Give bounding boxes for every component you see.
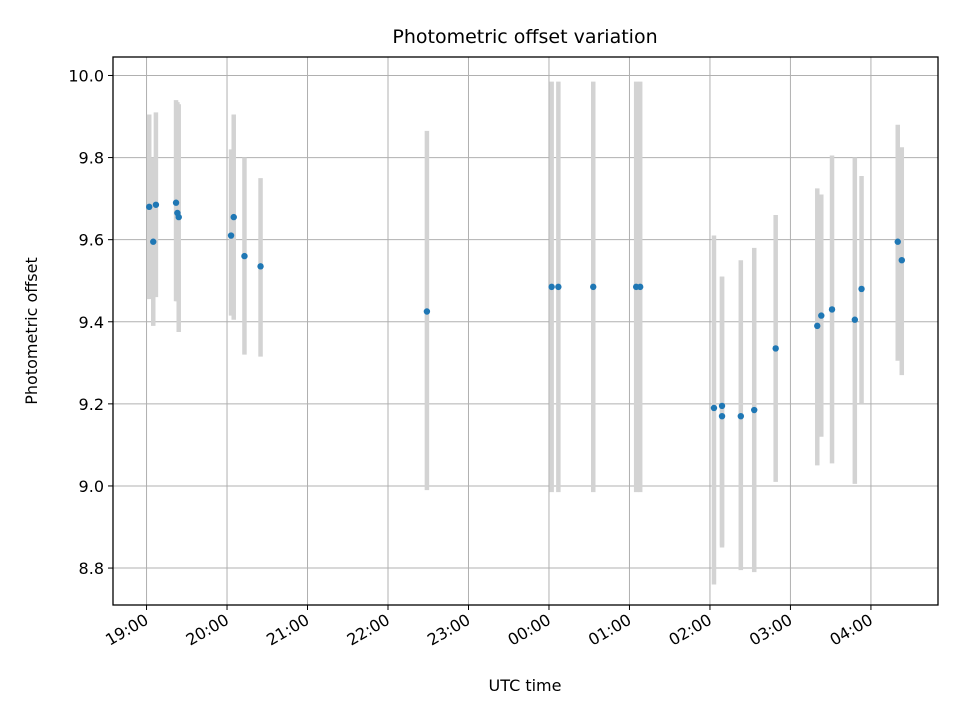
data-points bbox=[146, 199, 905, 420]
y-tick-label: 9.8 bbox=[79, 149, 104, 168]
data-point bbox=[555, 283, 562, 291]
data-point bbox=[590, 283, 597, 291]
data-point bbox=[230, 213, 237, 221]
y-tick-label: 9.0 bbox=[79, 477, 104, 496]
data-point bbox=[152, 201, 160, 208]
data-point bbox=[894, 238, 901, 245]
data-point bbox=[718, 402, 726, 410]
y-tick-label: 9.6 bbox=[79, 231, 104, 250]
data-point bbox=[257, 263, 264, 270]
data-point bbox=[636, 283, 644, 291]
data-point bbox=[718, 412, 726, 420]
grid bbox=[113, 57, 938, 605]
data-point bbox=[175, 213, 182, 221]
data-point bbox=[548, 283, 555, 291]
data-point bbox=[814, 322, 821, 330]
y-tick-label: 10.0 bbox=[68, 66, 104, 85]
x-axis-label: UTC time bbox=[489, 676, 562, 695]
data-point bbox=[710, 404, 718, 412]
data-point bbox=[898, 256, 905, 264]
plot-frame bbox=[112, 56, 939, 606]
data-point bbox=[172, 199, 180, 206]
data-point bbox=[751, 406, 758, 414]
data-point bbox=[828, 306, 836, 313]
chart-title: Photometric offset variation bbox=[392, 26, 657, 48]
y-axis-ticks: 8.8 9.0 9.2 9.4 9.6 9.8 10.0 bbox=[68, 66, 113, 578]
data-point bbox=[241, 252, 248, 260]
y-tick-label: 8.8 bbox=[79, 559, 104, 578]
data-point bbox=[772, 345, 779, 352]
data-point bbox=[423, 308, 431, 315]
data-point bbox=[227, 232, 235, 239]
data-point bbox=[146, 203, 153, 211]
data-point bbox=[851, 316, 859, 323]
data-point bbox=[818, 312, 825, 319]
data-point bbox=[150, 238, 157, 245]
data-point bbox=[858, 285, 865, 293]
y-axis-label: Photometric offset bbox=[22, 257, 41, 405]
y-tick-label: 9.4 bbox=[79, 313, 104, 332]
data-point bbox=[737, 412, 745, 420]
y-tick-label: 9.2 bbox=[79, 395, 104, 414]
